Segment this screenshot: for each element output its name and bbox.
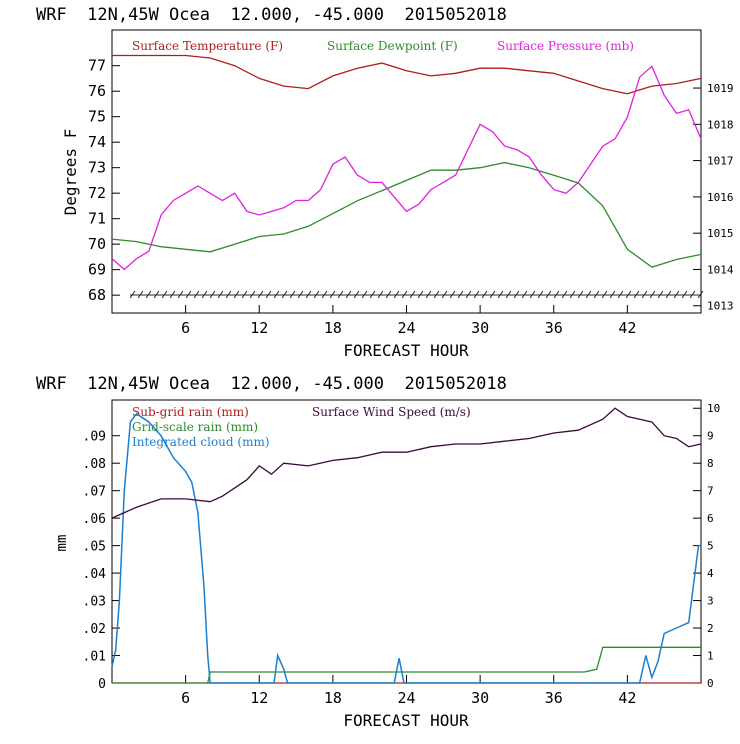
y-tick-label: .08 [83,457,106,472]
y2-tick-label: 1019 [707,82,734,95]
y2-tick-label: 9 [707,430,714,443]
x-tick-label: 6 [181,689,190,707]
legend-grid-scale-rain: Grid-scale rain (mm) [132,420,258,434]
top-y-axis-right: 1013 1014 1015 1016 1017 1018 1019 [693,82,734,313]
x-tick-label: 36 [545,319,563,337]
bottom-legend: Sub-grid rain (mm) Grid-scale rain (mm) … [132,405,471,449]
surface-wind-speed-line [111,407,702,519]
top-x-axis-label: FORECAST HOUR [343,341,469,360]
y-tick-label: .01 [83,650,106,665]
y2-tick-label: 0 [707,677,714,690]
y-tick-label: 72 [88,184,106,202]
y2-tick-label: 5 [707,540,714,553]
legend-surface-pressure: Surface Pressure (mb) [497,39,634,53]
y-tick-label: .02 [83,622,106,637]
top-wind-barbs [129,290,704,299]
legend-surface-wind-speed: Surface Wind Speed (m/s) [312,405,471,419]
surface-temperature-line [112,54,702,95]
bottom-y-axis-left: 0 .01 .02 .03 .04 .05 .06 .07 .08 .09 [83,430,120,692]
y-tick-label: .06 [83,512,106,527]
legend-integrated-cloud: Integrated cloud (mm) [132,435,270,449]
y2-tick-label: 6 [707,512,714,525]
y2-tick-label: 1014 [707,263,734,276]
y-tick-label: 71 [88,210,106,228]
legend-subgrid-rain: Sub-grid rain (mm) [132,405,249,419]
x-tick-label: 36 [545,689,563,707]
y-tick-label: 70 [88,235,106,253]
bottom-x-axis: 6 12 18 24 30 36 42 [181,675,636,707]
top-plot-frame [111,29,702,314]
x-tick-label: 18 [324,689,342,707]
top-x-axis: 6 12 18 24 30 36 42 [181,305,636,337]
y-tick-label: .03 [83,595,106,610]
x-tick-label: 24 [397,319,415,337]
y2-tick-label: 8 [707,457,714,470]
y2-tick-label: 1 [707,650,714,663]
surface-pressure-line [111,65,702,271]
y-tick-label: 73 [88,159,106,177]
surface-dewpoint-line [111,161,702,268]
y2-tick-label: 2 [707,622,714,635]
x-tick-label: 18 [324,319,342,337]
x-tick-label: 30 [471,689,489,707]
y-tick-label: .05 [83,540,106,555]
top-y-axis-left: 68 69 70 71 72 73 74 75 76 77 [88,57,120,304]
y-tick-label: 68 [88,286,106,304]
y-tick-label: .07 [83,485,106,500]
x-tick-label: 30 [471,319,489,337]
y-tick-label: 76 [88,82,106,100]
top-y-axis-label: Degrees F [61,129,80,216]
y2-tick-label: 4 [707,567,714,580]
y2-tick-label: 10 [707,402,720,415]
y2-tick-label: 7 [707,485,714,498]
y-tick-label: .09 [83,430,106,445]
bottom-y-axis-right: 0 1 2 3 4 5 6 7 8 9 10 [693,402,720,690]
x-tick-label: 12 [250,689,268,707]
top-legend: Surface Temperature (F) Surface Dewpoint… [132,39,634,53]
y2-tick-label: 3 [707,595,714,608]
y2-tick-label: 1016 [707,191,734,204]
bottom-chart-title: WRF 12N,45W Ocea 12.000, -45.000 2015052… [36,374,507,394]
y-tick-label: 74 [88,133,106,151]
y-tick-label: 77 [88,57,106,75]
y2-tick-label: 1018 [707,118,734,131]
top-chart-title: WRF 12N,45W Ocea 12.000, -45.000 2015052… [36,5,507,25]
y-tick-label: 75 [88,108,106,126]
y-tick-label: 0 [98,677,106,692]
bottom-y-axis-label: mm [54,535,70,552]
x-tick-label: 42 [618,319,636,337]
y2-tick-label: 1015 [707,227,734,240]
integrated-cloud-line [111,412,701,684]
x-tick-label: 6 [181,319,190,337]
grid-scale-rain-line [112,646,701,684]
y-tick-label: .04 [83,567,107,582]
x-tick-label: 42 [618,689,636,707]
y-tick-label: 69 [88,261,106,279]
legend-surface-temperature: Surface Temperature (F) [132,39,283,53]
x-tick-label: 24 [397,689,415,707]
x-tick-label: 12 [250,319,268,337]
y2-tick-label: 1013 [707,300,734,313]
y2-tick-label: 1017 [707,155,734,168]
legend-surface-dewpoint: Surface Dewpoint (F) [327,39,458,53]
bottom-x-axis-label: FORECAST HOUR [343,711,469,730]
